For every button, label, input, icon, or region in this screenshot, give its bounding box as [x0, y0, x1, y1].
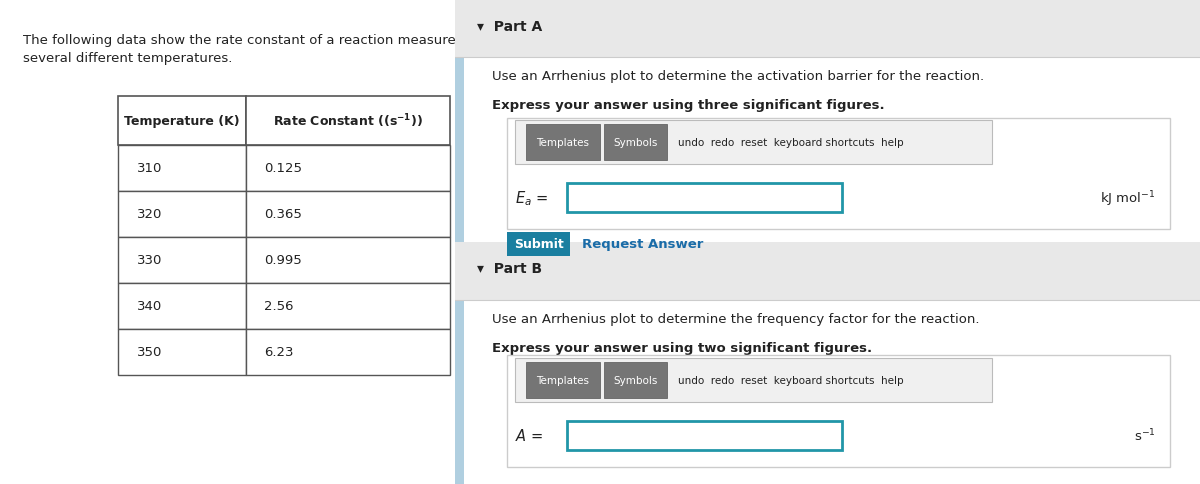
- Bar: [246, 237, 450, 283]
- Bar: [455, 0, 1200, 58]
- Text: undo  redo  reset  keyboard shortcuts  help: undo redo reset keyboard shortcuts help: [678, 375, 904, 385]
- Text: 320: 320: [137, 208, 162, 221]
- Text: ▾  Part B: ▾ Part B: [478, 262, 542, 275]
- Text: 350: 350: [137, 346, 162, 359]
- Text: $A$ =: $A$ =: [515, 428, 542, 443]
- Bar: [566, 421, 842, 450]
- Text: Submit: Submit: [514, 238, 564, 251]
- Text: Express your answer using three significant figures.: Express your answer using three signific…: [492, 99, 884, 112]
- Text: Templates: Templates: [536, 138, 589, 148]
- Bar: [604, 362, 667, 398]
- Bar: [246, 191, 450, 237]
- Bar: [455, 242, 1200, 300]
- Text: 6.23: 6.23: [264, 346, 294, 359]
- Text: Express your answer using two significant figures.: Express your answer using two significan…: [492, 341, 872, 354]
- Text: 340: 340: [137, 300, 162, 313]
- Bar: [119, 145, 246, 191]
- Bar: [526, 125, 600, 161]
- Bar: [566, 184, 842, 213]
- Text: Symbols: Symbols: [613, 375, 658, 385]
- Bar: [508, 356, 1170, 467]
- Bar: [464, 300, 1200, 484]
- Text: The following data show the rate constant of a reaction measured at
several diff: The following data show the rate constan…: [23, 34, 481, 65]
- Text: Use an Arrhenius plot to determine the activation barrier for the reaction.: Use an Arrhenius plot to determine the a…: [492, 70, 984, 83]
- Bar: [246, 283, 450, 329]
- Text: Use an Arrhenius plot to determine the frequency factor for the reaction.: Use an Arrhenius plot to determine the f…: [492, 312, 979, 325]
- Text: $E_a$ =: $E_a$ =: [515, 189, 548, 208]
- Bar: [515, 358, 992, 402]
- Text: kJ mol$^{-1}$: kJ mol$^{-1}$: [1100, 189, 1156, 208]
- Bar: [119, 283, 246, 329]
- Bar: [455, 0, 464, 484]
- Text: 330: 330: [137, 254, 162, 267]
- Text: Templates: Templates: [536, 375, 589, 385]
- Text: Temperature (K): Temperature (K): [124, 115, 240, 127]
- Text: 2.56: 2.56: [264, 300, 294, 313]
- Bar: [515, 121, 992, 165]
- Bar: [604, 125, 667, 161]
- Bar: [119, 191, 246, 237]
- Bar: [508, 119, 1170, 230]
- Bar: [246, 145, 450, 191]
- Text: 0.365: 0.365: [264, 208, 301, 221]
- Text: 0.995: 0.995: [264, 254, 301, 267]
- Text: 310: 310: [137, 162, 162, 175]
- Text: Rate Constant ($\mathbf{(s^{-1})}$): Rate Constant ($\mathbf{(s^{-1})}$): [274, 112, 422, 130]
- Text: 0.125: 0.125: [264, 162, 302, 175]
- Bar: [246, 97, 450, 145]
- Bar: [508, 232, 570, 257]
- Bar: [464, 58, 1200, 242]
- Text: Request Answer: Request Answer: [582, 238, 703, 251]
- Bar: [119, 97, 246, 145]
- Bar: [246, 329, 450, 375]
- Text: s$^{-1}$: s$^{-1}$: [1134, 427, 1156, 444]
- Text: ▾  Part A: ▾ Part A: [478, 20, 542, 33]
- Bar: [526, 362, 600, 398]
- Bar: [119, 329, 246, 375]
- Text: undo  redo  reset  keyboard shortcuts  help: undo redo reset keyboard shortcuts help: [678, 138, 904, 148]
- Bar: [119, 237, 246, 283]
- Text: Symbols: Symbols: [613, 138, 658, 148]
